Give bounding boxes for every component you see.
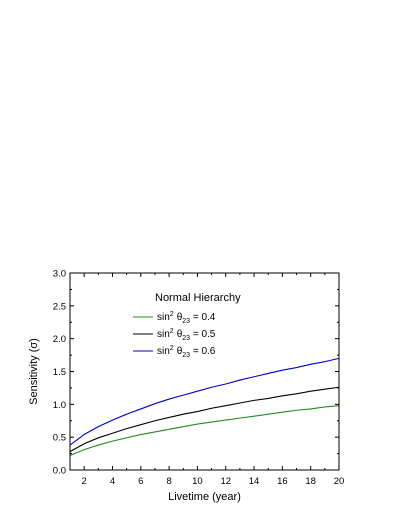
x-tick-label: 16 xyxy=(277,476,288,487)
legend-label-sup: 2 xyxy=(170,345,174,352)
x-tick-label: 2 xyxy=(82,476,87,487)
x-tick-label: 6 xyxy=(138,476,143,487)
y-tick-label: 1.0 xyxy=(53,400,66,411)
plot-frame xyxy=(69,272,340,471)
legend-label-sup: 2 xyxy=(170,311,174,318)
x-tick-label: 4 xyxy=(110,476,115,487)
y-tick-label: 2.5 xyxy=(53,301,66,312)
x-tick-label: 18 xyxy=(305,476,316,487)
legend-label-sub: 23 xyxy=(182,318,190,325)
x-tick-label: 10 xyxy=(192,476,203,487)
series-line-2 xyxy=(69,357,340,446)
legend-label-theta: θ xyxy=(177,312,183,323)
legend-label-1: sin2 θ23 = 0.5 xyxy=(157,328,216,342)
legend-label-prefix: sin xyxy=(157,329,170,340)
legend-label-theta: θ xyxy=(177,329,183,340)
y-tick-label: 0.0 xyxy=(53,466,66,477)
ticks-layer: 2 4 6 8 10 12 14 16 18 20 0.0 0.5 1.0 1.5 2.0 2.5 3.0 xyxy=(53,269,345,488)
series-layer xyxy=(69,357,340,457)
y-tick-label: 3.0 xyxy=(53,269,66,280)
legend-label-prefix: sin xyxy=(157,346,170,357)
legend-label-theta: θ xyxy=(177,346,183,357)
series-line-1 xyxy=(69,386,340,453)
legend-label-suffix: = 0.5 xyxy=(190,329,216,340)
y-tick-label: 2.0 xyxy=(53,334,66,345)
x-axis-title: Livetime (year) xyxy=(168,491,241,503)
legend-label-2: sin2 θ23 = 0.6 xyxy=(157,345,216,359)
x-tick-label: 12 xyxy=(220,476,231,487)
legend-label-prefix: sin xyxy=(157,312,170,323)
y-tick-label: 1.5 xyxy=(53,367,66,378)
legend-label-sub: 23 xyxy=(182,335,190,342)
series-line-0 xyxy=(69,405,340,457)
y-tick-label: 0.5 xyxy=(53,433,66,444)
x-tick-label: 14 xyxy=(249,476,260,487)
y-axis-title: Sensitivity (σ) xyxy=(28,338,40,405)
legend-label-suffix: = 0.6 xyxy=(190,346,216,357)
legend-label-suffix: = 0.4 xyxy=(190,312,216,323)
x-tick-label: 20 xyxy=(334,476,345,487)
legend-label-sub: 23 xyxy=(182,352,190,359)
legend-label-0: sin2 θ23 = 0.4 xyxy=(157,311,216,325)
legend-title: Normal Hierarchy xyxy=(155,292,241,304)
x-tick-label: 8 xyxy=(166,476,171,487)
legend-label-sup: 2 xyxy=(170,328,174,335)
